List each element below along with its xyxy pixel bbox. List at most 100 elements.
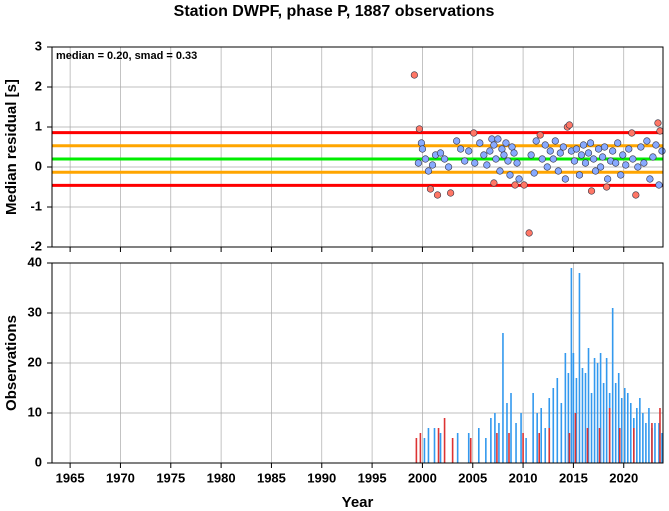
point xyxy=(579,141,588,149)
bar xyxy=(515,423,517,463)
point xyxy=(490,141,498,149)
point xyxy=(634,163,642,171)
point xyxy=(549,155,557,163)
bar xyxy=(485,438,487,463)
point xyxy=(444,163,453,171)
x-axis-label: Year xyxy=(342,494,374,511)
bar xyxy=(502,333,504,463)
point xyxy=(586,139,595,147)
point xyxy=(410,71,418,79)
y-axis-label: Observations xyxy=(3,315,20,411)
bar xyxy=(581,368,584,463)
point xyxy=(424,167,433,175)
bar xyxy=(578,273,581,463)
point xyxy=(480,151,488,159)
bar xyxy=(584,373,587,463)
bar xyxy=(658,423,660,463)
point xyxy=(433,191,442,199)
x-tick-label: 2000 xyxy=(408,470,437,485)
point xyxy=(415,125,424,133)
bar xyxy=(575,378,578,463)
point xyxy=(513,159,521,167)
point xyxy=(486,147,494,155)
bar xyxy=(617,373,620,463)
annotation: median = 0.20, smad = 0.33 xyxy=(56,50,197,62)
point xyxy=(527,151,535,159)
y-tick-label: 20 xyxy=(28,354,42,369)
bar xyxy=(477,428,480,463)
point xyxy=(622,161,630,169)
bar xyxy=(564,353,567,463)
bar xyxy=(598,428,601,463)
point xyxy=(532,137,540,145)
bar xyxy=(439,433,442,463)
point xyxy=(655,181,663,189)
bar xyxy=(618,428,621,463)
point xyxy=(591,167,600,175)
point xyxy=(570,157,579,165)
point xyxy=(625,145,633,153)
bar xyxy=(456,433,459,463)
point xyxy=(652,141,660,149)
point xyxy=(502,139,510,147)
bar xyxy=(538,433,540,463)
bar xyxy=(415,438,418,463)
y-tick-label: 1 xyxy=(35,118,42,133)
point xyxy=(551,137,559,145)
point xyxy=(536,131,544,139)
bar xyxy=(494,413,496,463)
bar xyxy=(451,438,454,463)
x-tick-label: 2005 xyxy=(458,470,487,485)
bar xyxy=(608,408,611,463)
point xyxy=(488,135,496,143)
point xyxy=(494,135,502,143)
bar xyxy=(540,408,543,463)
bar xyxy=(572,353,575,463)
bar xyxy=(633,428,635,463)
bar xyxy=(552,388,555,463)
bar xyxy=(467,433,470,463)
bar xyxy=(611,308,614,463)
bar xyxy=(629,403,632,463)
point xyxy=(629,155,637,163)
point xyxy=(417,139,426,147)
point xyxy=(589,155,598,163)
point xyxy=(559,143,567,151)
point xyxy=(508,143,516,151)
y-tick-label: 30 xyxy=(28,304,42,319)
point xyxy=(575,171,584,179)
point xyxy=(596,163,605,171)
x-tick-label: 1970 xyxy=(106,470,135,485)
point xyxy=(453,137,461,145)
y-tick-label: 3 xyxy=(35,38,42,53)
bar xyxy=(520,413,522,463)
point xyxy=(525,229,533,237)
point xyxy=(530,169,538,177)
point xyxy=(418,145,427,153)
bar xyxy=(659,408,661,463)
x-tick-label: 2020 xyxy=(609,470,638,485)
plot-frame xyxy=(51,262,664,464)
bar xyxy=(560,403,563,463)
point xyxy=(515,175,523,183)
point xyxy=(612,159,620,167)
bar xyxy=(437,428,440,463)
y-tick-label: 0 xyxy=(35,158,42,173)
point xyxy=(554,167,562,175)
y-axis-label: Median residual [s] xyxy=(3,79,20,215)
x-tick-label: 1990 xyxy=(307,470,336,485)
point xyxy=(504,157,512,165)
point xyxy=(561,175,569,183)
bar xyxy=(620,398,623,463)
point xyxy=(496,167,504,175)
bar xyxy=(506,403,508,463)
point xyxy=(546,147,554,155)
point xyxy=(498,145,506,153)
bar xyxy=(587,348,590,463)
y-tick-label: -1 xyxy=(30,198,42,213)
point xyxy=(483,161,491,169)
bar xyxy=(419,433,422,463)
bar xyxy=(651,423,653,463)
bar xyxy=(548,428,551,463)
